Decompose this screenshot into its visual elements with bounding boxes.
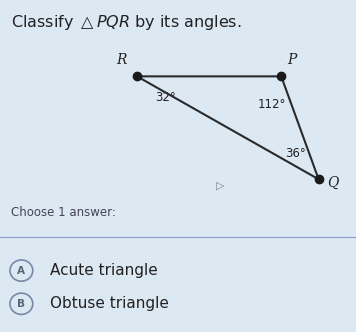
Text: P: P — [287, 53, 297, 67]
Text: B: B — [17, 299, 25, 309]
Text: 36°: 36° — [285, 147, 305, 160]
Text: Choose 1 answer:: Choose 1 answer: — [11, 206, 116, 219]
Text: 112°: 112° — [258, 98, 287, 111]
Text: Acute triangle: Acute triangle — [50, 263, 158, 278]
Text: Obtuse triangle: Obtuse triangle — [50, 296, 169, 311]
Text: R: R — [116, 53, 126, 67]
Text: A: A — [17, 266, 25, 276]
Text: ▷: ▷ — [216, 181, 225, 191]
Text: Q: Q — [327, 176, 339, 190]
Text: Classify $\triangle \mathit{PQR}$ by its angles.: Classify $\triangle \mathit{PQR}$ by its… — [11, 13, 241, 32]
Text: 32°: 32° — [155, 91, 176, 105]
